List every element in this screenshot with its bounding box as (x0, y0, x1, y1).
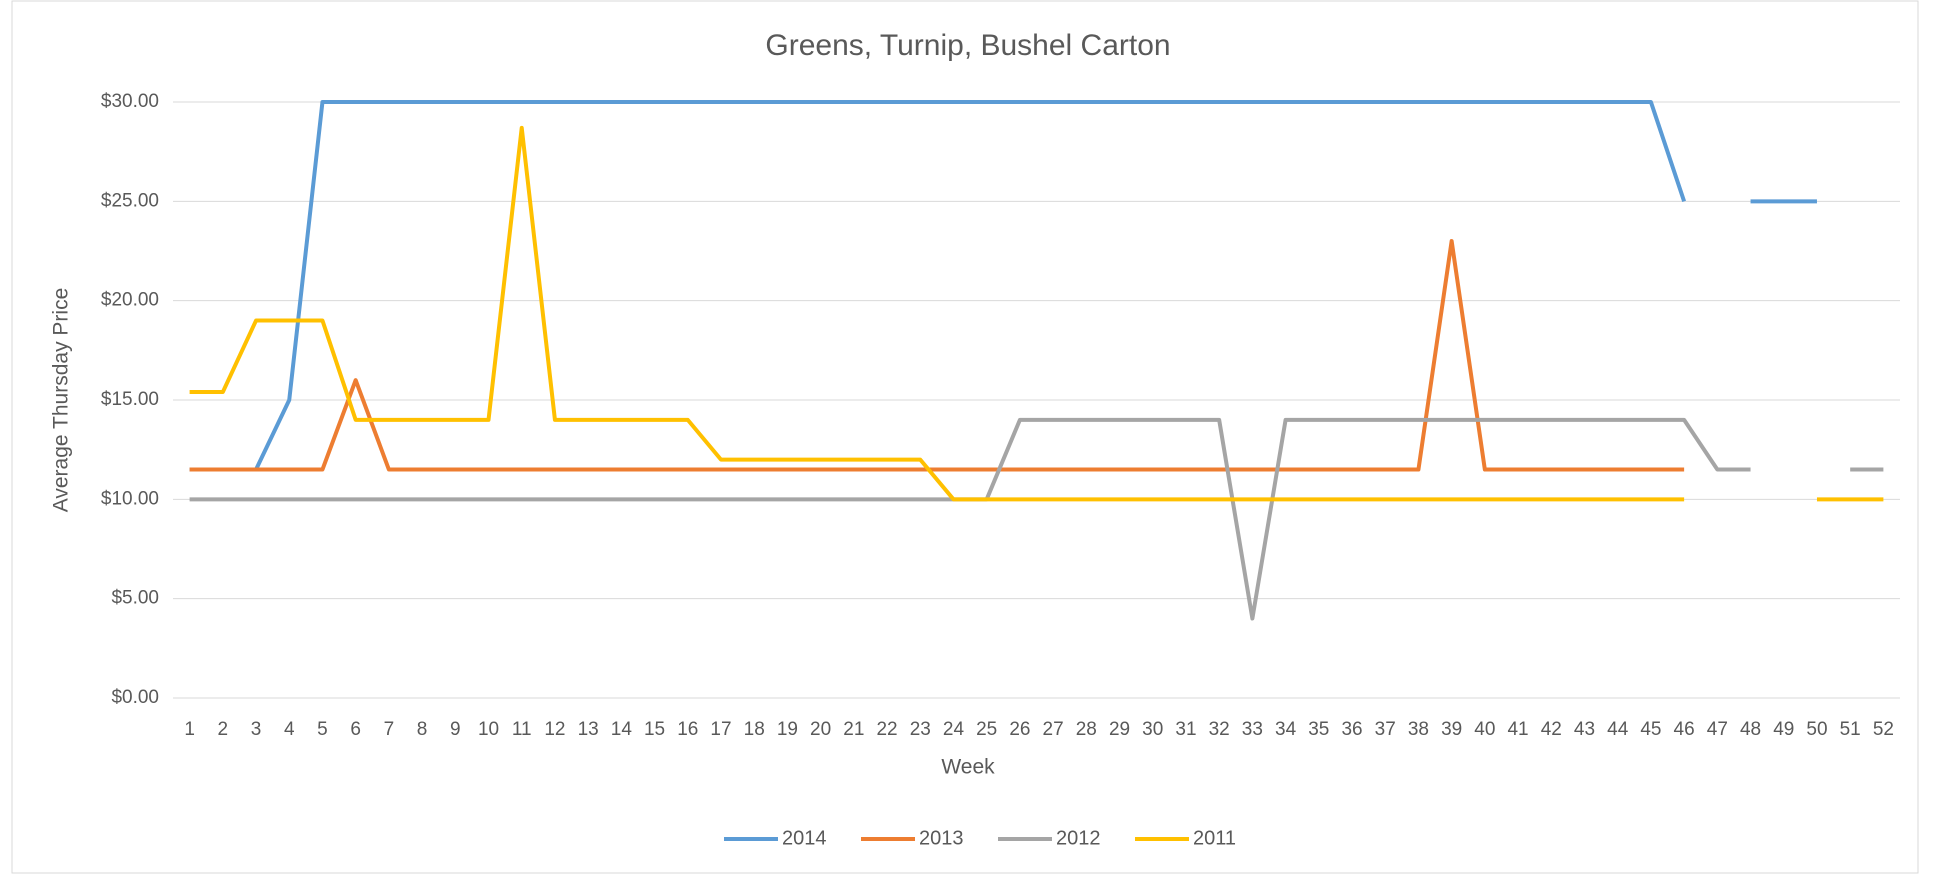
x-tick-label: 5 (317, 719, 328, 740)
x-tick-label: 39 (1441, 719, 1462, 740)
x-tick-label: 37 (1375, 719, 1396, 740)
x-tick-label: 15 (644, 719, 665, 740)
x-tick-label: 16 (677, 719, 698, 740)
x-tick-label: 9 (450, 719, 461, 740)
x-tick-label: 45 (1640, 719, 1661, 740)
x-tick-label: 7 (384, 719, 395, 740)
x-tick-label: 42 (1541, 719, 1562, 740)
x-tick-label: 51 (1840, 719, 1861, 740)
y-tick-label: $25.00 (101, 190, 159, 211)
x-tick-label: 18 (744, 719, 765, 740)
x-axis-title: Week (941, 756, 995, 779)
legend-label: 2011 (1193, 827, 1236, 849)
x-tick-label: 6 (350, 719, 361, 740)
series-line (189, 100, 1817, 472)
x-tick-label: 52 (1873, 719, 1894, 740)
x-tick-label: 21 (843, 719, 864, 740)
y-tick-label: $10.00 (101, 488, 159, 509)
chart-title: Greens, Turnip, Bushel Carton (765, 29, 1170, 62)
x-tick-label: 49 (1773, 719, 1794, 740)
x-tick-label: 41 (1507, 719, 1528, 740)
x-tick-label: 38 (1408, 719, 1429, 740)
x-tick-label: 14 (611, 719, 633, 740)
x-tick-label: 19 (777, 719, 798, 740)
y-tick-label: $5.00 (111, 588, 159, 609)
x-tick-label: 46 (1674, 719, 1695, 740)
x-tick-label: 34 (1275, 719, 1297, 740)
series-line (189, 239, 1685, 472)
x-tick-label: 29 (1109, 719, 1130, 740)
x-tick-label: 12 (544, 719, 565, 740)
x-tick-label: 23 (910, 719, 931, 740)
x-tick-label: 43 (1574, 719, 1595, 740)
x-tick-label: 36 (1341, 719, 1362, 740)
legend-label: 2014 (782, 827, 827, 849)
x-tick-label: 1 (184, 719, 195, 740)
x-tick-label: 28 (1076, 719, 1097, 740)
x-tick-label: 24 (943, 719, 965, 740)
x-tick-label: 48 (1740, 719, 1761, 740)
legend-label: 2012 (1056, 827, 1101, 849)
x-tick-label: 20 (810, 719, 831, 740)
x-tick-label: 44 (1607, 719, 1629, 740)
y-tick-label: $20.00 (101, 290, 159, 311)
x-tick-label: 40 (1474, 719, 1495, 740)
x-tick-label: 17 (710, 719, 731, 740)
x-tick-label: 3 (251, 719, 262, 740)
x-tick-label: 25 (976, 719, 997, 740)
x-tick-label: 13 (578, 719, 599, 740)
series-line (189, 125, 1884, 502)
y-tick-label: $15.00 (101, 389, 159, 410)
x-tick-label: 31 (1175, 719, 1196, 740)
x-tick-label: 50 (1806, 719, 1827, 740)
x-tick-label: 22 (876, 719, 897, 740)
x-tick-label: 27 (1043, 719, 1064, 740)
y-tick-label: $0.00 (111, 687, 159, 708)
x-tick-label: 47 (1707, 719, 1728, 740)
x-tick-label: 26 (1009, 719, 1030, 740)
x-tick-label: 30 (1142, 719, 1163, 740)
x-tick-label: 32 (1209, 719, 1230, 740)
x-tick-label: 33 (1242, 719, 1263, 740)
x-tick-label: 4 (284, 719, 295, 740)
legend-label: 2013 (919, 827, 964, 849)
y-tick-label: $30.00 (101, 91, 159, 112)
x-tick-label: 10 (478, 719, 499, 740)
x-tick-label: 8 (417, 719, 428, 740)
chart-frame (11, 0, 1919, 874)
x-tick-label: 2 (218, 719, 229, 740)
x-tick-label: 11 (512, 719, 532, 740)
y-axis-title: Average Thursday Price (50, 288, 73, 513)
x-tick-label: 35 (1308, 719, 1329, 740)
